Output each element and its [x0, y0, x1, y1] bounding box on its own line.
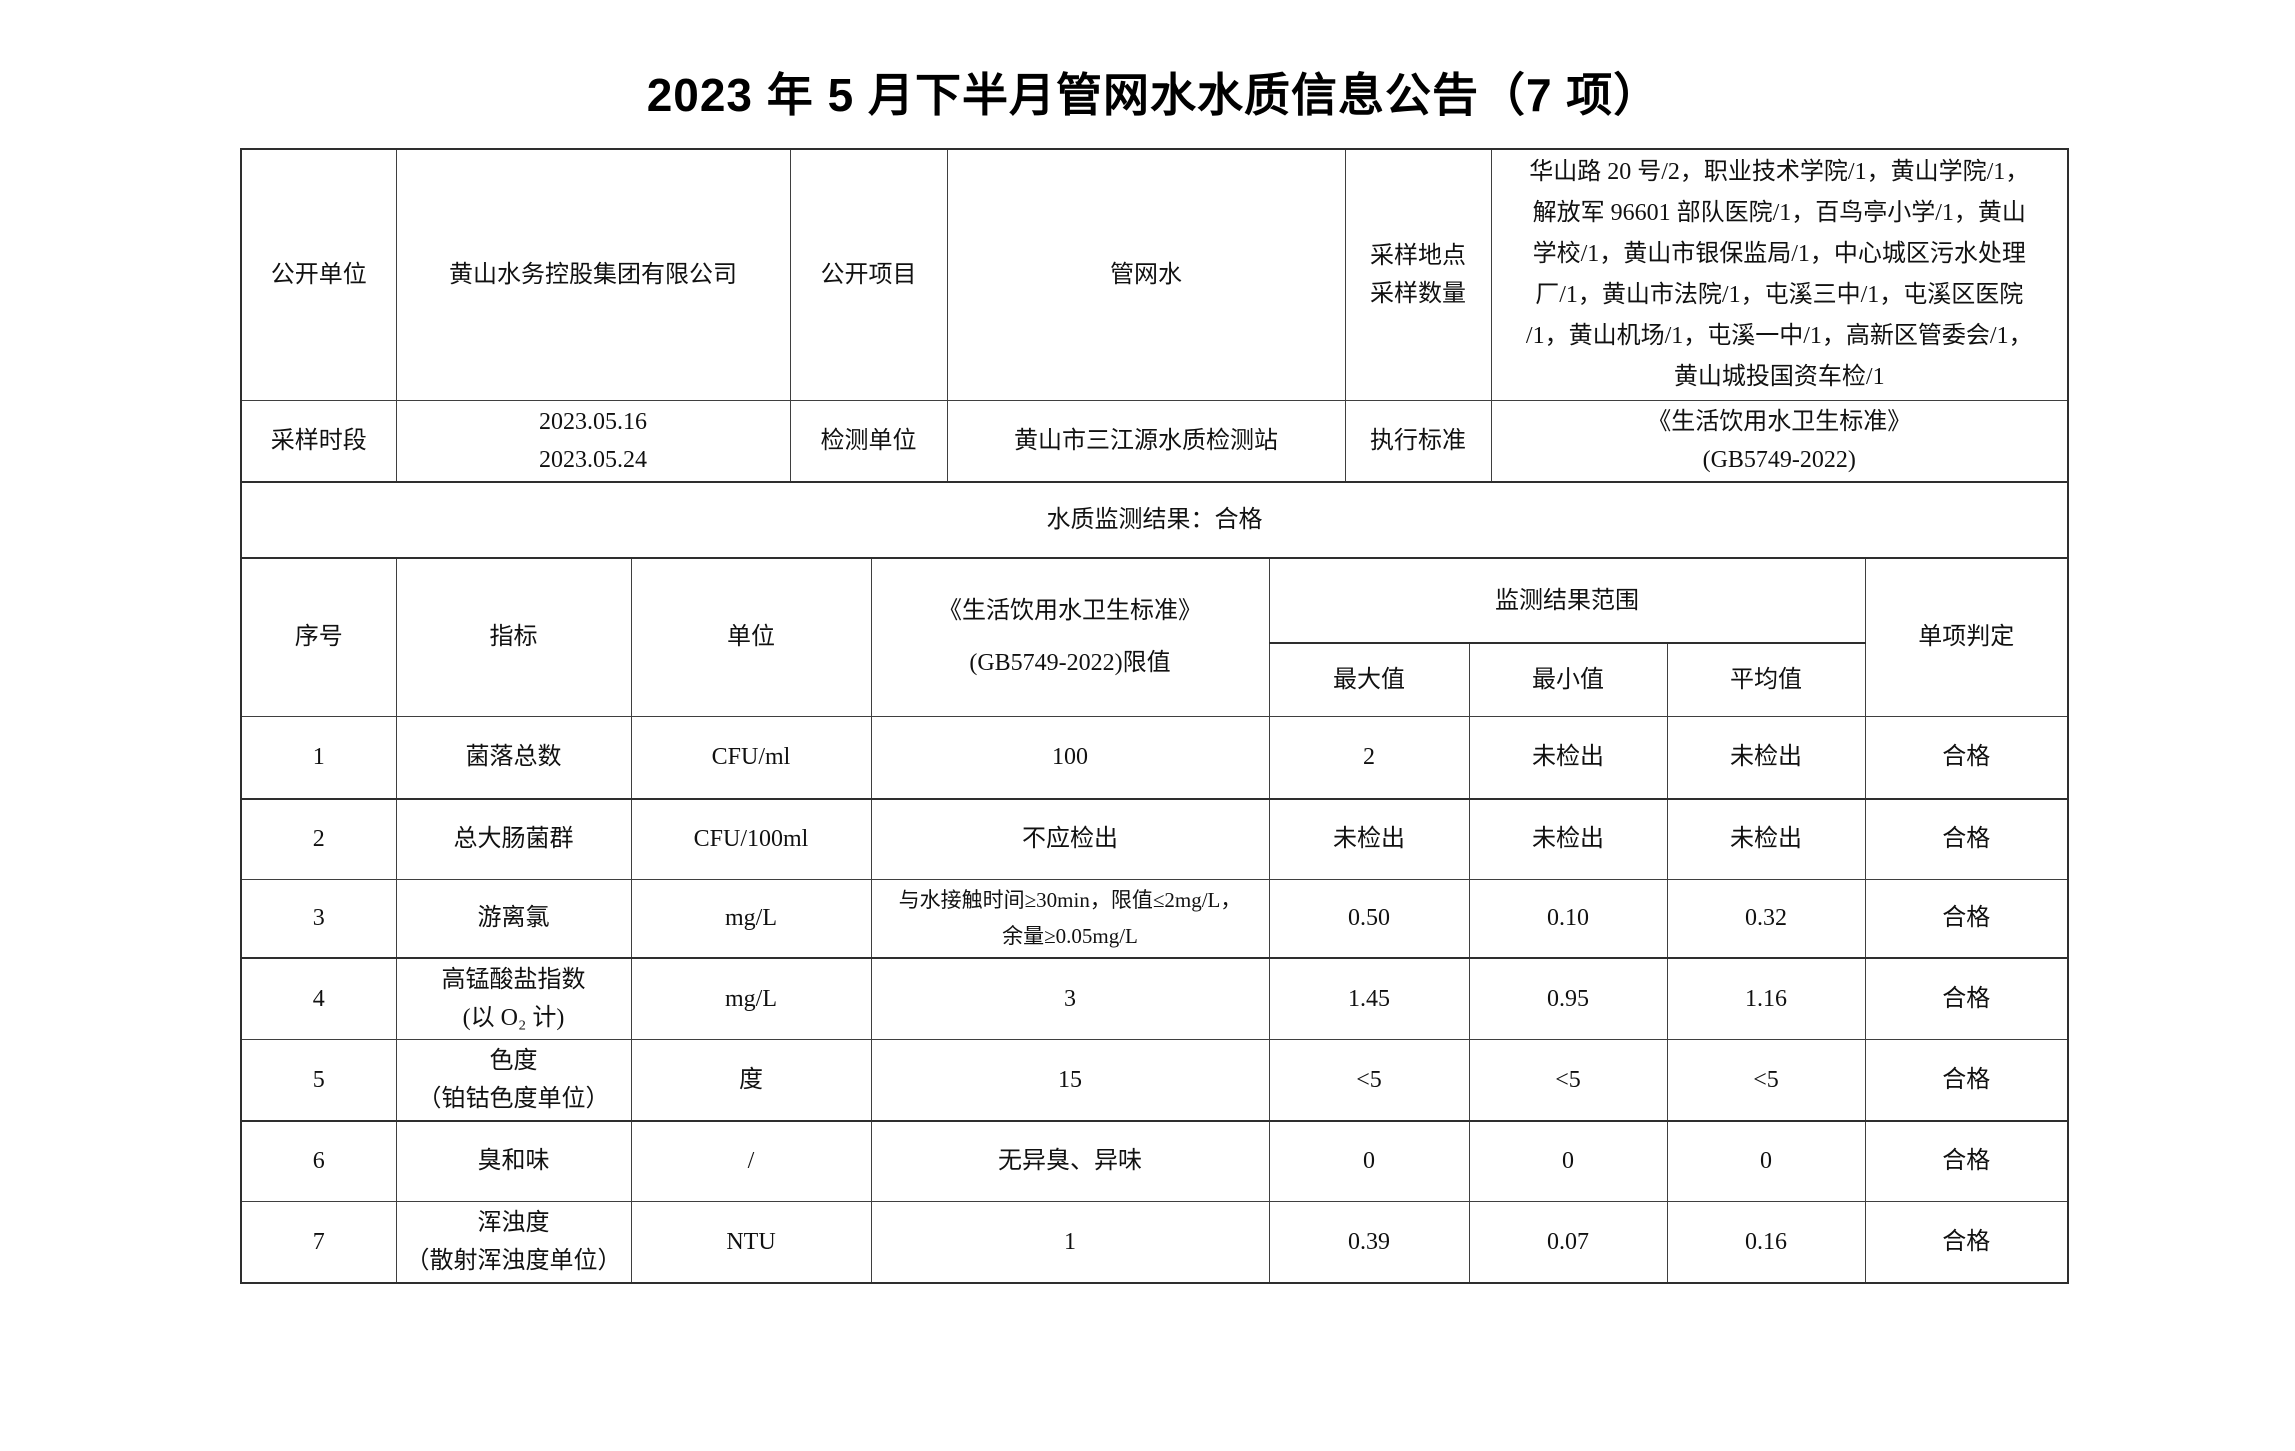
- cell-indicator: 臭和味: [395, 1120, 632, 1202]
- publish-unit-value: 黄山水务控股集团有限公司: [395, 148, 791, 401]
- sampling-period-label: 采样时段: [240, 400, 397, 483]
- cell-no: 5: [240, 1039, 397, 1122]
- cell-no: 2: [240, 798, 397, 880]
- col-header-max: 最大值: [1268, 642, 1470, 717]
- cell-unit: mg/L: [630, 957, 872, 1040]
- cell-unit: CFU/ml: [630, 715, 872, 800]
- table-row: 5 色度 （铂钴色度单位） 度 15 <5 <5 <5 合格: [240, 1039, 2070, 1122]
- table-row: 2 总大肠菌群 CFU/100ml 不应检出 未检出 未检出 未检出 合格: [240, 798, 2070, 880]
- cell-min: 未检出: [1468, 798, 1668, 880]
- table-row: 4 高锰酸盐指数 (以 O₂ 计) mg/L 3 1.45 0.95 1.16 …: [240, 957, 2070, 1040]
- col-header-no: 序号: [240, 559, 397, 717]
- cell-min: 0.07: [1468, 1200, 1668, 1284]
- cell-avg: 0: [1666, 1120, 1866, 1202]
- cell-judge: 合格: [1864, 798, 2070, 880]
- cell-max: 2: [1268, 715, 1470, 800]
- test-unit-value: 黄山市三江源水质检测站: [946, 400, 1346, 483]
- col-header-judge: 单项判定: [1864, 559, 2070, 717]
- water-quality-report-table: 公开单位 黄山水务控股集团有限公司 公开项目 管网水 采样地点 采样数量 华山路…: [240, 148, 2070, 1284]
- cell-indicator: 高锰酸盐指数 (以 O₂ 计): [395, 957, 632, 1040]
- cell-avg: 1.16: [1666, 957, 1866, 1040]
- table-row: 6 臭和味 / 无异臭、异味 0 0 0 合格: [240, 1120, 2070, 1202]
- cell-avg: 0.32: [1666, 878, 1866, 959]
- sampling-period-value: 2023.05.16 2023.05.24: [395, 400, 791, 483]
- cell-unit: /: [630, 1120, 872, 1202]
- cell-limit: 不应检出: [870, 798, 1270, 880]
- cell-indicator: 浑浊度 （散射浑浊度单位）: [395, 1200, 632, 1284]
- cell-indicator: 游离氯: [395, 878, 632, 959]
- cell-judge: 合格: [1864, 1120, 2070, 1202]
- publish-item-value: 管网水: [946, 148, 1346, 401]
- cell-limit: 1: [870, 1200, 1270, 1284]
- cell-limit: 100: [870, 715, 1270, 800]
- cell-judge: 合格: [1864, 1200, 2070, 1284]
- cell-indicator: 菌落总数: [395, 715, 632, 800]
- cell-unit: CFU/100ml: [630, 798, 872, 880]
- cell-min: 0: [1468, 1120, 1668, 1202]
- col-header-range-group: 监测结果范围: [1268, 559, 1866, 644]
- test-unit-label: 检测单位: [789, 400, 948, 483]
- col-header-indicator: 指标: [395, 559, 632, 717]
- cell-avg: 未检出: [1666, 715, 1866, 800]
- publish-item-label: 公开项目: [789, 148, 948, 401]
- cell-max: <5: [1268, 1039, 1470, 1122]
- col-header-limit: 《生活饮用水卫生标准》 (GB5749-2022)限值: [870, 559, 1270, 717]
- cell-min: <5: [1468, 1039, 1668, 1122]
- cell-limit: 与水接触时间≥30min，限值≤2mg/L， 余量≥0.05mg/L: [870, 878, 1270, 959]
- table-row: 1 菌落总数 CFU/ml 100 2 未检出 未检出 合格: [240, 715, 2070, 800]
- cell-limit: 3: [870, 957, 1270, 1040]
- cell-min: 0.95: [1468, 957, 1668, 1040]
- cell-limit: 15: [870, 1039, 1270, 1122]
- table-row: 3 游离氯 mg/L 与水接触时间≥30min，限值≤2mg/L， 余量≥0.0…: [240, 878, 2070, 959]
- page-title: 2023 年 5 月下半月管网水水质信息公告（7 项）: [646, 69, 1661, 121]
- cell-max: 0.50: [1268, 878, 1470, 959]
- cell-no: 7: [240, 1200, 397, 1284]
- info-section: 公开单位 黄山水务控股集团有限公司 公开项目 管网水 采样地点 采样数量 华山路…: [240, 148, 2069, 559]
- cell-unit: NTU: [630, 1200, 872, 1284]
- cell-no: 1: [240, 715, 397, 800]
- cell-judge: 合格: [1864, 957, 2070, 1040]
- cell-judge: 合格: [1864, 1039, 2070, 1122]
- col-header-min: 最小值: [1468, 642, 1668, 717]
- publish-unit-label: 公开单位: [240, 148, 397, 401]
- cell-indicator: 色度 （铂钴色度单位）: [395, 1039, 632, 1122]
- cell-no: 4: [240, 957, 397, 1040]
- cell-indicator: 总大肠菌群: [395, 798, 632, 880]
- standard-value: 《生活饮用水卫生标准》 (GB5749-2022): [1490, 400, 2069, 483]
- cell-judge: 合格: [1864, 715, 2070, 800]
- col-header-avg: 平均值: [1666, 642, 1866, 717]
- sampling-locations-value: 华山路 20 号/2，职业技术学院/1，黄山学院/1， 解放军 96601 部队…: [1490, 148, 2069, 401]
- standard-label: 执行标准: [1344, 400, 1492, 483]
- cell-max: 1.45: [1268, 957, 1470, 1040]
- cell-limit: 无异臭、异味: [870, 1120, 1270, 1202]
- result-summary: 水质监测结果：合格: [240, 481, 2069, 559]
- cell-avg: 0.16: [1666, 1200, 1866, 1284]
- parameters-section: 序号 指标 单位 《生活饮用水卫生标准》 (GB5749-2022)限值 监测结…: [240, 559, 2070, 1284]
- cell-no: 3: [240, 878, 397, 959]
- cell-min: 未检出: [1468, 715, 1668, 800]
- cell-max: 0: [1268, 1120, 1470, 1202]
- cell-max: 0.39: [1268, 1200, 1470, 1284]
- cell-avg: 未检出: [1666, 798, 1866, 880]
- cell-max: 未检出: [1268, 798, 1470, 880]
- cell-judge: 合格: [1864, 878, 2070, 959]
- col-header-unit: 单位: [630, 559, 872, 717]
- table-row: 7 浑浊度 （散射浑浊度单位） NTU 1 0.39 0.07 0.16 合格: [240, 1200, 2070, 1284]
- cell-no: 6: [240, 1120, 397, 1202]
- cell-avg: <5: [1666, 1039, 1866, 1122]
- cell-unit: mg/L: [630, 878, 872, 959]
- sampling-label: 采样地点 采样数量: [1344, 148, 1492, 401]
- cell-unit: 度: [630, 1039, 872, 1122]
- cell-min: 0.10: [1468, 878, 1668, 959]
